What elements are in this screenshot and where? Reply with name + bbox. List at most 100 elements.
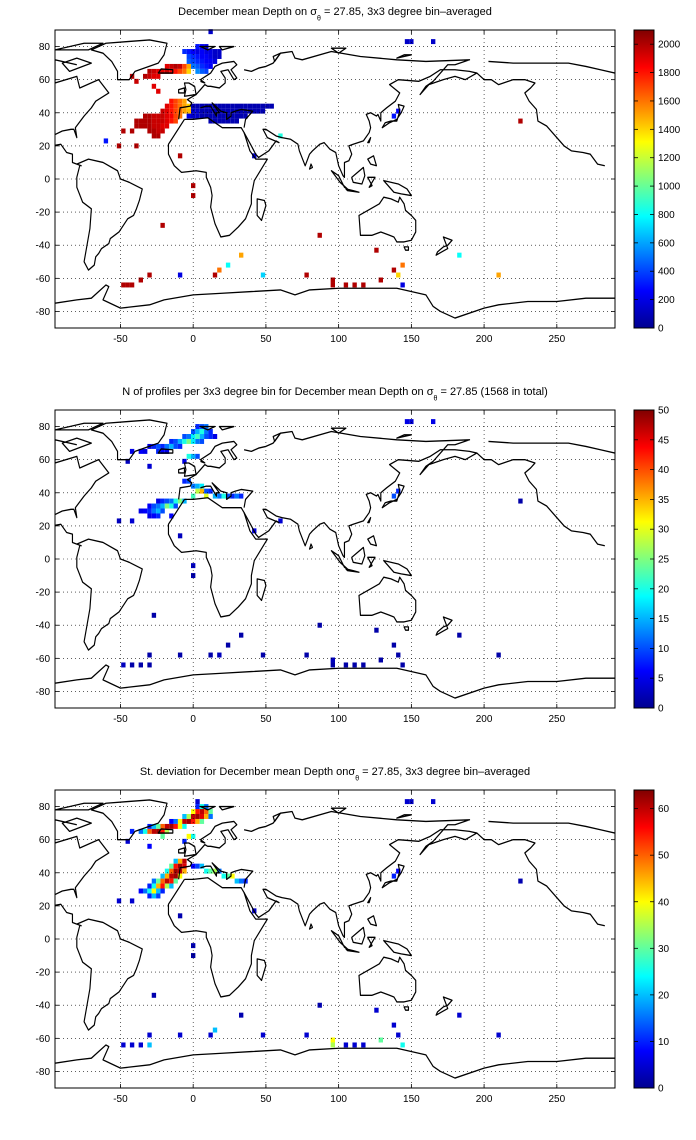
chart-title: N of profiles per 3x3 degree bin for Dec… <box>122 386 548 403</box>
data-cell <box>151 878 157 884</box>
data-cell <box>186 434 191 439</box>
data-cell <box>177 68 183 74</box>
data-cell <box>239 878 244 884</box>
data-cell <box>208 434 213 439</box>
data-cell <box>134 78 139 84</box>
data-cell <box>217 652 222 658</box>
data-cell <box>239 1012 244 1018</box>
data-cell <box>177 818 183 824</box>
data-cell <box>186 833 191 839</box>
data-cell <box>260 652 266 658</box>
chart-title: December mean Depth on σθ = 27.85, 3x3 d… <box>178 6 492 23</box>
data-cell <box>169 98 174 104</box>
data-cell <box>230 103 235 109</box>
data-cell <box>156 823 161 829</box>
data-cell <box>195 429 200 435</box>
data-cell <box>169 68 174 74</box>
data-cell <box>151 893 157 899</box>
data-cell <box>138 1042 143 1048</box>
data-cell <box>169 883 174 889</box>
data-cell <box>199 483 205 489</box>
data-cell <box>199 488 205 494</box>
data-cell <box>199 438 205 444</box>
data-cell <box>378 657 383 663</box>
data-cell <box>260 108 266 114</box>
data-cell <box>164 108 170 114</box>
data-cell <box>304 272 309 278</box>
data-cell <box>195 68 200 74</box>
data-cell <box>169 113 174 119</box>
gridlines <box>55 410 615 708</box>
data-cell <box>230 873 235 879</box>
colorbar-tick-label: 1000 <box>658 182 681 193</box>
data-cell <box>361 1042 366 1048</box>
profile-count-panel: N of profiles per 3x3 degree bin for Dec… <box>0 380 696 760</box>
data-cell <box>182 863 187 869</box>
data-cell <box>156 888 161 894</box>
data-cell <box>191 453 196 459</box>
data-cell <box>352 662 357 668</box>
data-cell <box>160 128 165 134</box>
data-cell <box>160 108 165 114</box>
data-cell <box>195 438 200 444</box>
data-cell <box>182 818 187 824</box>
data-cell <box>496 1032 501 1038</box>
data-cell <box>169 503 174 509</box>
y-tick-label: -60 <box>36 1034 51 1045</box>
x-tick-label: 50 <box>260 1094 272 1105</box>
y-tick-label: 40 <box>39 488 51 499</box>
y-tick-label: -40 <box>36 241 51 252</box>
colorbar-tick-label: 400 <box>658 267 675 278</box>
data-cell <box>182 68 187 74</box>
data-cell <box>125 458 130 464</box>
colorbar-tick-label: 1800 <box>658 68 681 79</box>
data-cell <box>191 493 196 499</box>
data-cell <box>151 133 157 139</box>
data-cell <box>457 252 462 258</box>
data-cell <box>160 123 165 129</box>
data-cell <box>396 272 401 278</box>
data-cell <box>173 103 178 109</box>
data-cell <box>391 267 397 273</box>
data-cell <box>147 68 152 74</box>
colorbar-tick-label: 1200 <box>658 153 681 164</box>
data-cell <box>182 478 187 484</box>
data-cell <box>409 39 414 45</box>
data-cell <box>156 508 161 514</box>
y-tick-label: -60 <box>36 654 51 665</box>
data-cell <box>204 58 209 64</box>
x-tick-label: 200 <box>476 714 493 725</box>
depth-panel: December mean Depth on σθ = 27.85, 3x3 d… <box>0 0 696 380</box>
y-tick-label: 0 <box>44 935 50 946</box>
data-cell <box>160 443 165 449</box>
data-cell <box>391 113 397 119</box>
data-cell <box>496 272 501 278</box>
data-cell <box>177 1032 183 1038</box>
y-tick-label: -80 <box>36 687 51 698</box>
x-tick-label: 0 <box>190 714 196 725</box>
colorbar-tick-label: 2000 <box>658 40 681 51</box>
data-cell <box>195 113 200 119</box>
data-cell <box>330 662 335 668</box>
data-cell <box>195 818 200 824</box>
x-tick-label: 50 <box>260 334 272 345</box>
data-cell <box>217 267 222 273</box>
colorbar-tick-label: 0 <box>658 704 664 715</box>
data-cell <box>169 823 174 829</box>
data-cell <box>173 858 178 864</box>
data-cell <box>204 434 209 439</box>
data-cell <box>160 222 165 228</box>
data-cell <box>191 193 196 199</box>
data-cell <box>230 108 235 114</box>
data-cell <box>151 513 157 519</box>
data-cell <box>177 153 183 159</box>
data-cell <box>221 493 226 499</box>
data-cell <box>239 113 244 119</box>
data-cell <box>156 883 161 889</box>
data-cell <box>225 873 231 879</box>
data-cell <box>182 458 187 464</box>
x-tick-label: 250 <box>548 714 565 725</box>
x-tick-label: 200 <box>476 1094 493 1105</box>
data-cell <box>160 888 165 894</box>
data-cell <box>156 498 161 504</box>
